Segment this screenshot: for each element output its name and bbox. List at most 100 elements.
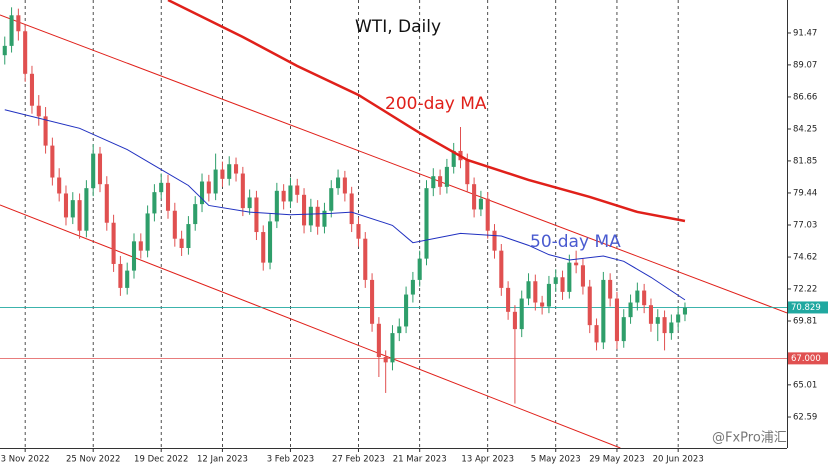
candle-body — [540, 302, 545, 307]
candle-body — [499, 250, 504, 288]
ma-line — [167, 0, 686, 223]
level-label: 67.000 — [791, 354, 821, 364]
candle-body — [567, 262, 572, 292]
candle-body — [580, 265, 585, 287]
candle-body — [50, 145, 55, 178]
x-tick-label: 27 Feb 2023 — [332, 455, 385, 465]
candle-body — [315, 206, 320, 227]
candle-body — [417, 258, 422, 280]
trendline — [0, 204, 621, 448]
candle-body — [492, 230, 497, 251]
candle-body — [97, 153, 103, 185]
candle-body — [57, 177, 62, 194]
candle-body — [424, 188, 429, 259]
y-tick-label: 84.25 — [793, 124, 817, 134]
plot-area — [0, 0, 787, 448]
trendline — [0, 14, 787, 314]
candle-body — [336, 177, 341, 189]
x-tick-label: 21 Mar 2023 — [393, 455, 447, 465]
candle-body — [669, 322, 674, 334]
candle-body — [628, 302, 633, 318]
y-tick-label: 77.03 — [793, 220, 817, 230]
candle-body — [91, 153, 96, 189]
candle-body — [295, 185, 300, 195]
x-tick-label: 29 May 2023 — [589, 455, 644, 465]
candle-body — [370, 279, 375, 324]
candle-body — [546, 283, 551, 307]
candle-body — [356, 224, 361, 239]
y-tick-label: 65.01 — [793, 380, 817, 390]
candle-body — [16, 15, 21, 32]
candle-body — [587, 286, 592, 326]
candle-body — [451, 150, 456, 167]
candle-body — [472, 184, 477, 210]
candle-body — [261, 232, 266, 263]
candle-body — [553, 277, 558, 284]
y-tick-label: 91.47 — [793, 28, 817, 38]
x-tick-label: 20 Jun 2023 — [653, 455, 704, 465]
candle-body — [131, 241, 137, 271]
candle-body — [465, 160, 470, 185]
candle-body — [506, 287, 511, 312]
candle-body — [329, 188, 334, 211]
annotation: 200-day MA — [385, 94, 487, 114]
candle-body — [635, 290, 640, 303]
x-tick-label: 3 Nov 2022 — [1, 455, 50, 465]
candle-body — [172, 210, 177, 239]
candle-body — [363, 238, 368, 280]
candle-body — [9, 15, 14, 46]
candle-body — [383, 357, 388, 363]
candle-body — [179, 238, 184, 249]
candle-body — [227, 164, 232, 179]
candle-body — [614, 298, 619, 342]
candle-body — [404, 294, 409, 327]
candle-body — [152, 192, 157, 214]
candle-body — [621, 317, 626, 342]
candle-body — [36, 105, 41, 117]
candle-body — [199, 181, 205, 205]
candle-body — [274, 190, 279, 222]
candle-body — [485, 198, 490, 231]
y-tick-label: 69.81 — [793, 317, 817, 327]
candle-body — [655, 317, 660, 324]
candle-body — [159, 182, 164, 193]
candle-body — [288, 185, 293, 202]
candle-body — [574, 262, 579, 266]
candle-body — [342, 177, 347, 194]
candle-body — [519, 298, 524, 330]
candle-body — [682, 307, 688, 315]
candle-body — [302, 194, 307, 226]
y-tick-label: 62.59 — [793, 413, 817, 423]
x-tick-label: 25 Nov 2022 — [66, 455, 120, 465]
candle-body — [397, 326, 402, 334]
candle-body — [138, 241, 143, 251]
level-label-box — [788, 301, 828, 314]
candle-body — [240, 173, 245, 209]
x-tick-label: 3 Feb 2023 — [267, 455, 315, 465]
candle-body — [410, 279, 415, 295]
x-tick-label: 12 Jan 2023 — [197, 455, 248, 465]
watermark: @FxPro浦汇 — [712, 431, 787, 446]
candle-body — [43, 116, 48, 146]
candle-body — [281, 190, 286, 202]
ma-line — [4, 109, 686, 301]
y-tick-label: 89.07 — [793, 60, 817, 70]
level-label-box — [788, 352, 828, 365]
y-tick-label: 86.66 — [793, 92, 817, 102]
candle-body — [247, 197, 252, 209]
candle-body — [254, 197, 259, 233]
candle-body — [70, 200, 75, 218]
candle-body — [526, 281, 531, 299]
candle-body — [84, 188, 89, 231]
x-tick-label: 13 Apr 2023 — [461, 455, 514, 465]
candle-body — [560, 277, 565, 292]
candle-body — [233, 164, 239, 174]
candle-body — [308, 206, 313, 226]
x-tick-label: 19 Dec 2022 — [134, 455, 188, 465]
level-label: 70.829 — [791, 303, 821, 313]
candle-body — [111, 222, 116, 264]
candle-body — [125, 270, 130, 288]
candle-body — [220, 169, 225, 179]
